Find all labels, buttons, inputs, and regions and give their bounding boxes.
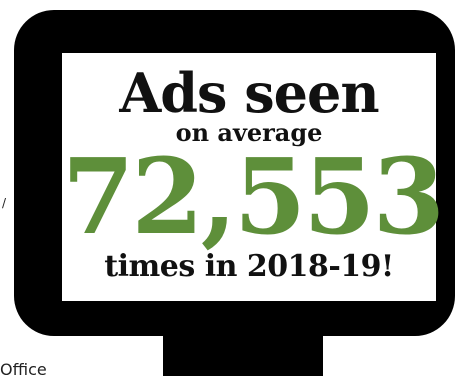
stray-text-office: Office — [0, 360, 47, 376]
subline-on-average: on average — [175, 118, 323, 147]
monitor-screen: Ads seen on average 72,553 times in 2018… — [62, 53, 445, 301]
monitor-frame: Ads seen on average 72,553 times in 2018… — [14, 10, 455, 336]
stray-text-fragment: / — [2, 196, 7, 210]
footer-times-period: times in 2018-19! — [104, 249, 394, 284]
ads-count-number: 72,553 — [62, 135, 445, 258]
headline-ads-seen: Ads seen — [119, 61, 379, 125]
